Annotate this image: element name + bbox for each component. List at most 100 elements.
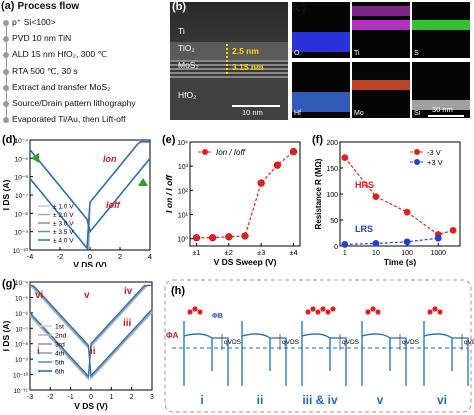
eds-map-ti: Ti	[352, 2, 410, 58]
y-tick-label: 10³	[178, 164, 189, 171]
electron	[305, 309, 311, 315]
legend-entry: +3 V	[427, 158, 443, 167]
panel-a-letter: (a)	[1, 0, 15, 12]
stage-label-ii: ii	[90, 346, 96, 357]
band-profile	[241, 321, 287, 386]
electron	[325, 309, 331, 315]
y-tick-label: 10⁻⁷	[15, 326, 28, 333]
y-tick-label: 10⁻⁷	[15, 193, 29, 200]
panel-e-label: (e)	[162, 134, 176, 146]
qvds-label: qVDS	[224, 339, 242, 346]
x-tick-label: -4	[27, 252, 34, 261]
stage-label-iv: iv	[124, 286, 133, 297]
electron	[365, 309, 371, 315]
y-axis-label: I DS (A)	[1, 320, 11, 351]
y-tick-label: 10⁰	[177, 236, 188, 244]
y-tick-label: 10⁻⁴	[15, 280, 28, 287]
scale-bar-label: 10 nm	[242, 108, 263, 117]
electron	[370, 306, 376, 312]
retention-point	[341, 241, 349, 248]
electron	[315, 309, 321, 315]
tio2-thickness: 2.5 nm	[232, 46, 259, 56]
y-tick-label: 10⁻⁹	[15, 357, 28, 364]
x-axis-label: V DS (V)	[73, 260, 107, 267]
flow-step-dot	[3, 68, 9, 75]
tem-label-mos2: MoS₂	[178, 60, 199, 70]
iv-curve-down	[29, 140, 150, 251]
electron	[375, 309, 381, 315]
band-profile	[361, 321, 407, 386]
panel-c-label: (c)	[292, 2, 306, 14]
panel-h-border	[164, 279, 472, 413]
eds-signal-band	[412, 100, 470, 110]
eds-map-label: Si	[414, 110, 421, 117]
green-arrow-left	[31, 153, 39, 163]
stage-label-vi: vi	[35, 290, 44, 301]
eds-signal-band	[352, 20, 410, 30]
legend-entry: Ion / Ioff	[216, 148, 246, 157]
eds-signal-band	[292, 92, 350, 112]
eds-map-o: O	[292, 2, 350, 58]
electron	[320, 306, 326, 312]
band-label: v	[377, 393, 384, 407]
retention-line	[344, 237, 439, 246]
qvds-label: qVDS	[282, 339, 300, 346]
electron	[437, 309, 443, 315]
ratio-point	[241, 232, 249, 240]
electron	[187, 309, 193, 315]
eds-scale-bar	[428, 115, 464, 117]
legend-entry: ± 3.5 V	[53, 229, 74, 236]
y-tick-label: 150	[326, 166, 338, 173]
legend-marker	[414, 149, 420, 155]
y-tick-label: 100	[326, 192, 338, 199]
legend-entry: 2nd	[55, 333, 67, 340]
y-axis-label: Resistance R (MΩ)	[314, 158, 323, 229]
legend-entry: -3 V	[427, 148, 441, 157]
x-tick-label: ±2	[225, 248, 233, 257]
tem-label-ti: Ti	[178, 26, 185, 36]
x-tick-label: 4	[148, 252, 152, 261]
hfo2-layer	[170, 78, 288, 120]
stage-label-v: v	[84, 290, 90, 301]
cycle-curve	[29, 285, 153, 381]
eds-map-label: S	[414, 50, 419, 57]
x-tick-label: ±4	[289, 248, 297, 257]
x-tick-label: ±1	[192, 248, 200, 257]
tem-label-hfo2: HfO₂	[178, 90, 197, 100]
electron	[197, 309, 203, 315]
y-tick-label: 10⁻⁸	[15, 342, 28, 349]
flow-step-dot	[3, 36, 9, 43]
legend-entry: 6th	[55, 369, 65, 376]
retention-point	[434, 234, 442, 242]
y-tick-label: 10⁻⁶	[15, 311, 28, 318]
y-tick-label: 10⁻⁴	[15, 138, 29, 145]
eds-map-label: Hf	[294, 110, 301, 117]
legend-entry: ± 3.0 V	[53, 221, 74, 228]
annotation-lrs: LRS	[355, 224, 373, 234]
eds-map-label: Ti	[354, 50, 360, 57]
eds-signal-band	[352, 6, 410, 16]
y-tick-label: 10²	[178, 188, 189, 195]
x-tick-label: 2	[130, 394, 134, 401]
legend-entry: 3rd	[55, 342, 65, 349]
band-profile	[183, 321, 229, 386]
x-tick-label: ±3	[257, 248, 265, 257]
process-flow-title: Process flow	[17, 1, 80, 12]
y-tick-label: 10⁴	[177, 140, 188, 147]
flow-step-3: ALD 15 nm HfO₂, 300 ℃	[12, 49, 108, 60]
eds-map-mo: Mo	[352, 62, 410, 118]
flow-step-dot	[3, 101, 9, 107]
retention-point	[449, 227, 457, 234]
eds-signal-band	[292, 32, 350, 52]
flow-step-dot	[3, 20, 9, 26]
y-tick-label: 10⁻⁶	[15, 175, 29, 182]
x-tick-label: -2	[47, 394, 53, 401]
chart-d: (d)10⁻⁴ 10⁻⁵ 10⁻⁶ 10⁻⁷ 10⁻⁸ 10⁻⁹ 10⁻¹⁰-4 -2 0 2 4 V…	[1, 134, 152, 267]
eds-signal-band	[352, 80, 410, 90]
electron	[330, 306, 336, 312]
x-tick-label: 10	[372, 250, 380, 257]
cycle-curve	[29, 284, 153, 380]
y-tick-label: 10⁻⁵	[15, 156, 29, 163]
legend-entry: ± 4.0 V	[53, 238, 74, 245]
x-tick-label: 100	[401, 250, 413, 257]
